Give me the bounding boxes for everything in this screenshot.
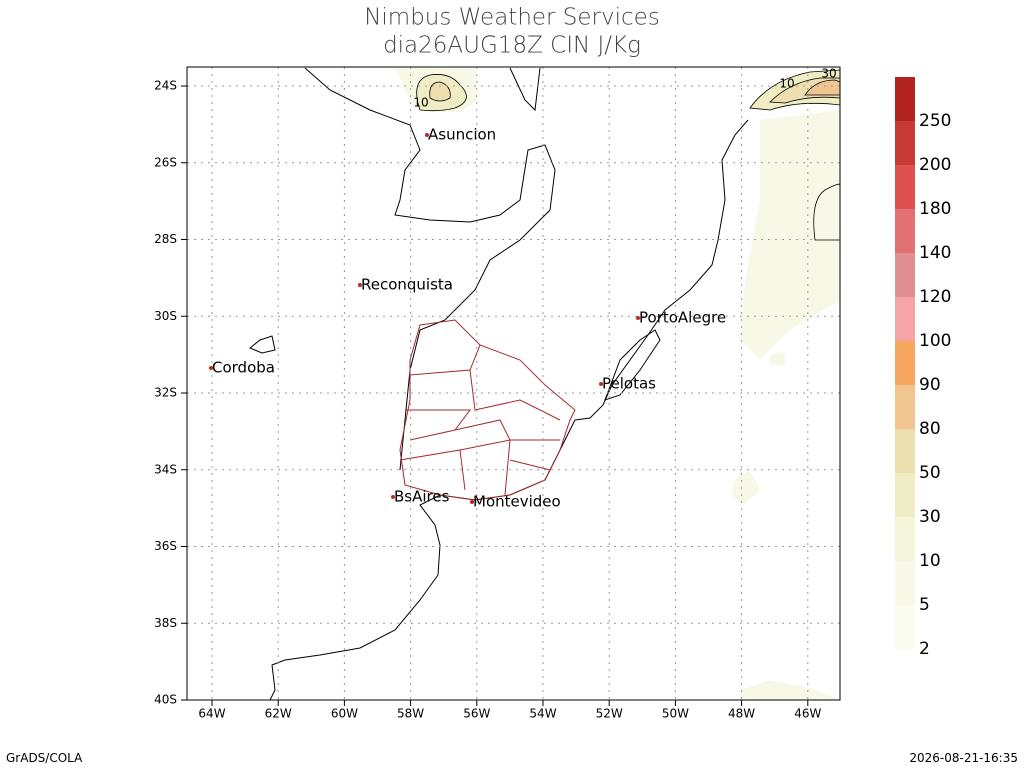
- colorbar-label: 50: [919, 463, 941, 483]
- footer-right: 2026-08-21-16:35: [909, 751, 1018, 765]
- coastline: [249, 67, 749, 701]
- lat-label: 28S: [154, 232, 177, 246]
- colorbar-label: 180: [919, 199, 951, 219]
- city-label: BsAires: [394, 488, 450, 506]
- contours: [416, 69, 841, 241]
- lon-label: 62W: [265, 707, 292, 721]
- city-dot: [425, 133, 429, 137]
- city-label: Cordoba: [212, 359, 275, 377]
- colorbar-label: 30: [919, 507, 941, 527]
- colorbar-label: 80: [919, 419, 941, 439]
- city-label: Asuncion: [428, 126, 496, 144]
- lat-label: 40S: [154, 693, 177, 707]
- city-dot: [358, 283, 362, 287]
- colorbar-label: 2: [919, 639, 930, 659]
- colorbar-label: 120: [919, 287, 951, 307]
- city-label: Montevideo: [473, 493, 561, 511]
- lon-label: 60W: [331, 707, 358, 721]
- lat-label: 38S: [154, 616, 177, 630]
- lat-label: 30S: [154, 309, 177, 323]
- city-label: Reconquista: [361, 276, 453, 294]
- lon-label: 46W: [794, 707, 821, 721]
- subtitle: dia26AUG18Z CIN J/Kg: [383, 33, 641, 59]
- colorbar-label: 10: [919, 551, 941, 571]
- colorbar-label: 200: [919, 155, 951, 175]
- colorbar-label: 140: [919, 243, 951, 263]
- city-dot: [599, 382, 603, 386]
- lat-label: 36S: [154, 539, 177, 553]
- lon-label: 54W: [529, 707, 556, 721]
- colorbar-swatch: [895, 165, 915, 209]
- colorbar-label: 90: [919, 375, 941, 395]
- colorbar-swatch: [895, 385, 915, 429]
- title: Nimbus Weather Services: [364, 5, 660, 31]
- colorbar-swatch: [895, 429, 915, 473]
- footer-left: GrADS/COLA: [6, 751, 83, 765]
- city-label: PortoAlegre: [639, 309, 726, 327]
- colorbar-swatch: [895, 473, 915, 517]
- lon-label: 48W: [728, 707, 755, 721]
- city-dot: [209, 366, 213, 370]
- colorbar-swatch: [895, 121, 915, 165]
- colorbar-swatch: [895, 341, 915, 385]
- lon-label: 50W: [662, 707, 689, 721]
- lon-label: 58W: [397, 707, 424, 721]
- colorbar: [895, 77, 915, 649]
- colorbar-label: 100: [919, 331, 951, 351]
- colorbar-swatch: [895, 605, 915, 649]
- lat-label: 34S: [154, 462, 177, 476]
- colorbar-swatch: [895, 209, 915, 253]
- graticule: [181, 67, 840, 706]
- colorbar-swatch: [895, 253, 915, 297]
- colorbar-swatch: [895, 297, 915, 341]
- city-dot: [470, 500, 474, 504]
- city-dot: [636, 316, 640, 320]
- city-dot: [391, 495, 395, 499]
- lon-label: 52W: [596, 707, 623, 721]
- contour-label: 30: [821, 67, 836, 81]
- colorbar-swatch: [895, 77, 915, 121]
- colorbar-swatch: [895, 561, 915, 605]
- lon-label: 64W: [198, 707, 225, 721]
- city-label: Pelotas: [602, 375, 656, 393]
- lat-label: 32S: [154, 386, 177, 400]
- colorbar-label: 250: [919, 111, 951, 131]
- lat-label: 26S: [154, 155, 177, 169]
- uruguay-borders: [399, 319, 576, 501]
- colorbar-label: 5: [919, 595, 930, 615]
- lat-label: 24S: [154, 79, 177, 93]
- map-frame: [186, 66, 841, 701]
- contour-label: 10: [779, 77, 794, 91]
- contour-label: 10: [413, 96, 428, 110]
- colorbar-swatch: [895, 517, 915, 561]
- lon-label: 56W: [463, 707, 490, 721]
